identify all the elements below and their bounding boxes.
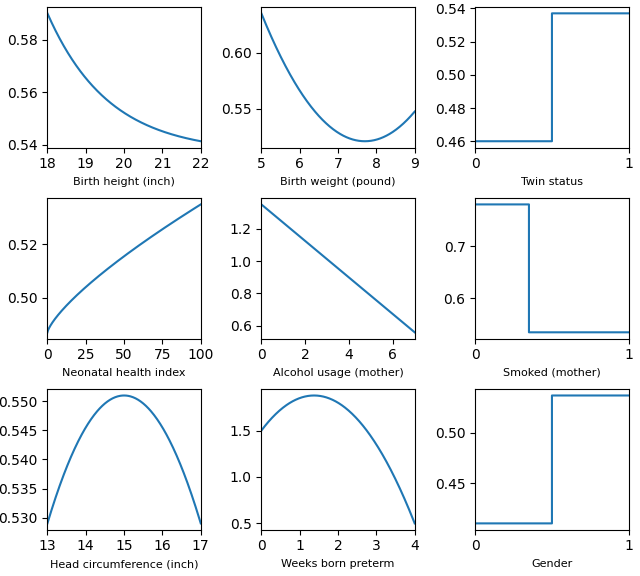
X-axis label: Smoked (mother): Smoked (mother) (503, 368, 601, 378)
X-axis label: Gender: Gender (531, 559, 573, 569)
X-axis label: Birth weight (pound): Birth weight (pound) (280, 177, 396, 187)
X-axis label: Weeks born preterm: Weeks born preterm (282, 559, 395, 569)
X-axis label: Head circumference (inch): Head circumference (inch) (50, 559, 198, 569)
X-axis label: Neonatal health index: Neonatal health index (62, 368, 186, 378)
X-axis label: Birth height (inch): Birth height (inch) (73, 177, 175, 187)
X-axis label: Alcohol usage (mother): Alcohol usage (mother) (273, 368, 403, 378)
X-axis label: Twin status: Twin status (521, 177, 583, 187)
